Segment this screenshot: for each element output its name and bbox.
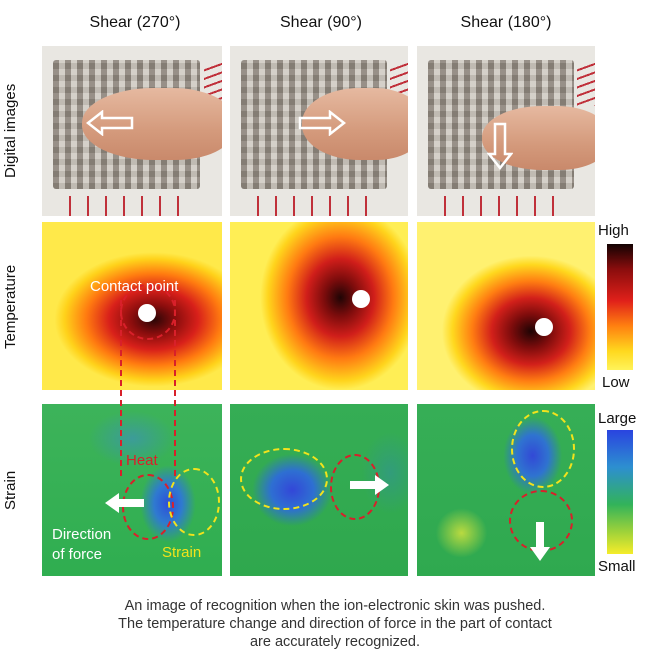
force-arrow-down-icon bbox=[530, 522, 550, 561]
finger bbox=[482, 106, 595, 170]
strain-colorbar-low-label: Small bbox=[598, 558, 636, 575]
strain-ring bbox=[240, 448, 328, 510]
strain-colorbar-high-label: Large bbox=[598, 410, 637, 427]
temperature-map-shear-90 bbox=[230, 222, 408, 390]
temperature-map-shear-270: Contact point bbox=[42, 222, 222, 390]
strain-colorbar bbox=[607, 430, 633, 554]
column-title-shear-180: Shear (180°) bbox=[460, 14, 552, 31]
arrow-right-icon bbox=[298, 110, 346, 136]
finger bbox=[82, 88, 222, 160]
contact-point-label: Contact point bbox=[90, 278, 179, 295]
strain-map-shear-90 bbox=[230, 404, 408, 576]
strain-map-shear-180 bbox=[417, 404, 595, 576]
temperature-map-shear-180 bbox=[417, 222, 595, 390]
strain-map-shear-270: Heat Direction of force Strain bbox=[42, 404, 222, 576]
contact-point-dot bbox=[535, 318, 553, 336]
column-title-shear-270: Shear (270°) bbox=[89, 14, 181, 31]
caption-line-1: An image of recognition when the ion-ele… bbox=[124, 598, 546, 614]
finger bbox=[302, 88, 408, 160]
caption-line-2: The temperature change and direction of … bbox=[118, 616, 552, 632]
contact-point-dot bbox=[352, 290, 370, 308]
row-label-strain: Strain bbox=[2, 470, 19, 510]
temperature-colorbar-low-label: Low bbox=[602, 374, 630, 391]
strain-ring bbox=[511, 410, 575, 488]
strain-ring bbox=[168, 468, 220, 536]
arrow-down-icon bbox=[487, 122, 513, 170]
strain-label: Strain bbox=[162, 544, 202, 561]
connector-line-right bbox=[174, 300, 176, 476]
temperature-colorbar-high-label: High bbox=[598, 222, 629, 239]
photo-shear-270 bbox=[42, 46, 222, 216]
temperature-colorbar bbox=[607, 244, 633, 370]
column-title-shear-90: Shear (90°) bbox=[280, 14, 362, 31]
connector-line-left bbox=[120, 300, 122, 476]
direction-of-force-label-line2: of force bbox=[52, 546, 103, 563]
force-arrow-right-icon bbox=[350, 475, 389, 495]
row-label-digital-images: Digital images bbox=[2, 83, 19, 179]
photo-shear-180 bbox=[417, 46, 595, 216]
arrow-left-icon bbox=[86, 110, 134, 136]
row-label-temperature: Temperature bbox=[2, 264, 19, 350]
photo-shear-90 bbox=[230, 46, 408, 216]
direction-of-force-label-line1: Direction bbox=[52, 526, 112, 543]
caption-line-3: are accurately recognized. bbox=[249, 634, 421, 650]
heat-label: Heat bbox=[126, 452, 158, 469]
force-arrow-left-icon bbox=[105, 493, 144, 513]
